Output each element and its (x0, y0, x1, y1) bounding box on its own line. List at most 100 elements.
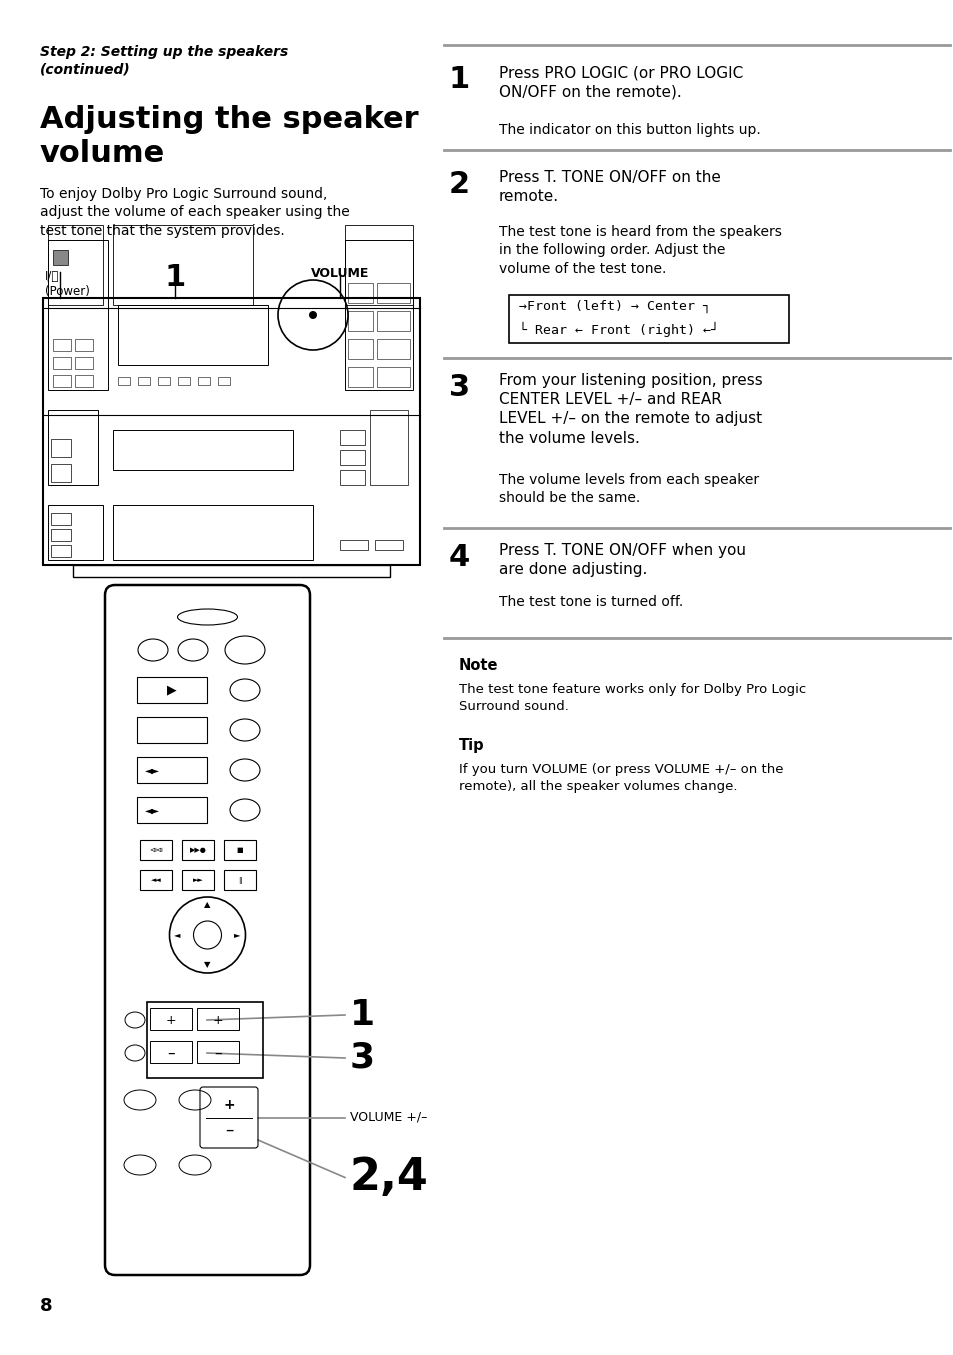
Bar (112, 505, 313, 560)
Text: VOLUME +/–: VOLUME +/– (350, 1111, 427, 1125)
Text: 3: 3 (449, 373, 470, 402)
Text: The test tone is heard from the speakers
in the following order. Adjust the
volu: The test tone is heard from the speakers… (498, 225, 781, 276)
Text: Press PRO LOGIC (or PRO LOGIC
ON/OFF on the remote).: Press PRO LOGIC (or PRO LOGIC ON/OFF on … (498, 65, 742, 99)
Text: VOLUME: VOLUME (311, 267, 369, 280)
Bar (118, 377, 130, 385)
Bar (348, 339, 373, 359)
Bar (53, 251, 68, 266)
Bar (339, 450, 365, 465)
Text: Note: Note (458, 659, 498, 673)
Bar (112, 430, 293, 470)
Bar (196, 1008, 239, 1030)
Bar (370, 411, 408, 485)
Bar (150, 1008, 192, 1030)
Bar (140, 840, 172, 860)
Text: Tip: Tip (458, 738, 484, 753)
Bar (75, 356, 92, 369)
Text: ▲: ▲ (204, 901, 211, 909)
Text: Press T. TONE ON/OFF when you
are done adjusting.: Press T. TONE ON/OFF when you are done a… (498, 543, 745, 577)
Bar (178, 377, 190, 385)
Bar (137, 678, 207, 703)
Bar (75, 339, 92, 351)
Text: ▼: ▼ (204, 961, 211, 969)
Text: ⧏⧏: ⧏⧏ (149, 847, 163, 854)
Text: 2,4: 2,4 (350, 1156, 429, 1199)
Bar (182, 840, 213, 860)
Bar (137, 717, 207, 743)
Bar (73, 565, 390, 577)
Bar (376, 367, 410, 388)
Bar (224, 840, 255, 860)
Text: From your listening position, press
CENTER LEVEL +/– and REAR
LEVEL +/– on the r: From your listening position, press CENT… (498, 373, 762, 446)
Bar (339, 430, 365, 444)
Text: 4: 4 (449, 543, 470, 572)
Text: –: – (225, 1121, 233, 1138)
Bar (53, 375, 71, 388)
Bar (339, 541, 368, 550)
Text: Adjusting the speaker
volume: Adjusting the speaker volume (40, 104, 418, 168)
Bar (51, 439, 71, 457)
Text: ‖: ‖ (238, 877, 241, 883)
Text: –: – (214, 1046, 222, 1061)
Bar (51, 463, 71, 482)
Bar (158, 377, 170, 385)
Bar (509, 295, 788, 343)
Text: 3: 3 (350, 1041, 375, 1075)
Bar (48, 240, 108, 390)
Bar (182, 870, 213, 890)
Bar (218, 377, 230, 385)
Bar (376, 283, 410, 304)
Bar (51, 514, 71, 524)
Text: +: + (166, 1014, 176, 1027)
Text: 1: 1 (350, 999, 375, 1033)
Circle shape (309, 312, 316, 318)
Text: ◄: ◄ (174, 931, 180, 939)
Text: ◄►: ◄► (144, 766, 159, 775)
Bar (345, 225, 413, 305)
Bar (53, 356, 71, 369)
Text: 8: 8 (40, 1297, 52, 1314)
Bar (147, 1001, 263, 1079)
Bar (376, 339, 410, 359)
Text: ◄►: ◄► (144, 805, 159, 814)
Bar (196, 1041, 239, 1064)
Text: +: + (223, 1099, 234, 1112)
Text: ►►: ►► (193, 877, 203, 883)
Bar (348, 367, 373, 388)
Text: ▶: ▶ (167, 683, 176, 696)
Bar (48, 411, 98, 485)
Bar (43, 298, 419, 565)
Bar (339, 470, 365, 485)
Bar (224, 870, 255, 890)
Text: 1: 1 (164, 263, 186, 291)
Bar (348, 312, 373, 331)
Text: ►: ► (234, 931, 240, 939)
Bar (376, 312, 410, 331)
Text: ▶▶●: ▶▶● (190, 847, 206, 854)
Text: –: – (167, 1046, 174, 1061)
Text: The volume levels from each speaker
should be the same.: The volume levels from each speaker shou… (498, 473, 759, 505)
Text: →Front (left) → Center ┐: →Front (left) → Center ┐ (518, 299, 710, 313)
Text: The test tone feature works only for Dolby Pro Logic
Surround sound.: The test tone feature works only for Dol… (458, 683, 805, 713)
Text: +: + (213, 1014, 223, 1027)
Bar (118, 305, 268, 364)
Bar (198, 377, 210, 385)
Bar (51, 528, 71, 541)
Text: The test tone is turned off.: The test tone is turned off. (498, 595, 682, 608)
Text: Step 2: Setting up the speakers
(continued): Step 2: Setting up the speakers (continu… (40, 45, 288, 76)
Text: The indicator on this button lights up.: The indicator on this button lights up. (498, 123, 760, 137)
Text: └ Rear ← Front (right) ←┘: └ Rear ← Front (right) ←┘ (518, 322, 719, 337)
Bar (375, 541, 402, 550)
Bar (348, 283, 373, 304)
Text: 1: 1 (449, 65, 470, 93)
Bar (140, 870, 172, 890)
Bar (75, 375, 92, 388)
Bar (150, 1041, 192, 1064)
Bar (137, 797, 207, 822)
Bar (51, 545, 71, 557)
Text: ■: ■ (236, 847, 243, 854)
Bar (53, 339, 71, 351)
Text: 2: 2 (449, 169, 470, 199)
Bar (112, 225, 253, 305)
Text: If you turn VOLUME (or press VOLUME +/– on the
remote), all the speaker volumes : If you turn VOLUME (or press VOLUME +/– … (458, 763, 782, 793)
